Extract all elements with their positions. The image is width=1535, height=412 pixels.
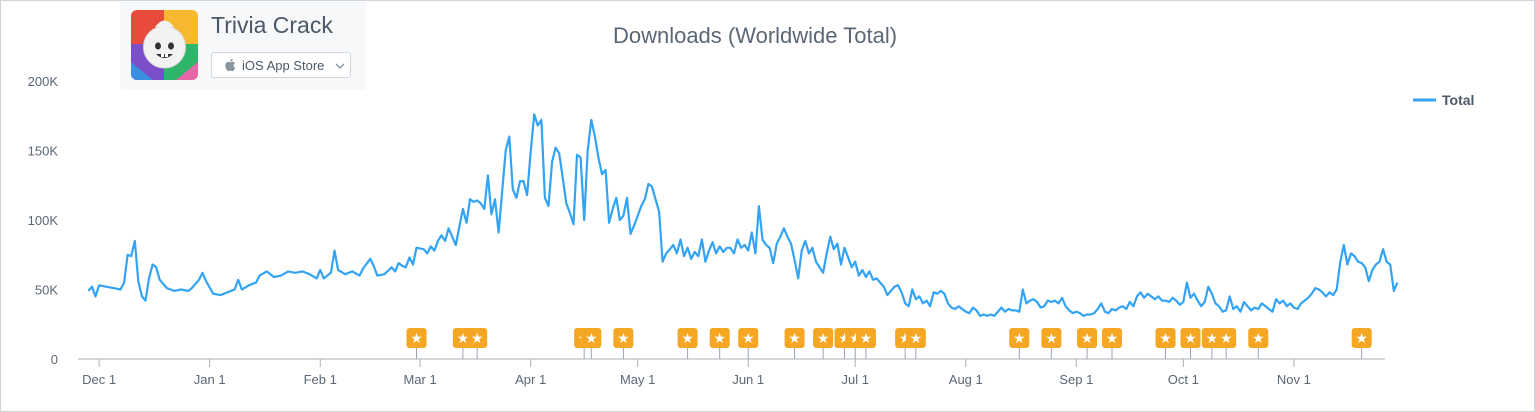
app-title: Trivia Crack [211,12,333,38]
event-marker[interactable]: ★ [467,328,488,359]
event-marker[interactable]: ★ [613,328,634,359]
y-tick-label: 0 [51,352,58,367]
star-icon: ★ [617,331,630,347]
event-marker[interactable]: ★ [1041,328,1062,359]
event-marker[interactable]: ★ [581,328,602,359]
star-icon: ★ [713,331,726,347]
star-icon: ★ [1081,331,1094,347]
legend[interactable]: Total [1413,92,1474,108]
star-icon: ★ [1013,331,1026,347]
star-icon: ★ [681,331,694,347]
event-marker[interactable]: ★ [855,328,876,359]
star-icon: ★ [1206,331,1219,347]
star-icon: ★ [1184,331,1197,347]
star-icon: ★ [1355,331,1368,347]
x-tick-label: May 1 [620,372,655,387]
apple-icon [224,58,236,72]
legend-label-total[interactable]: Total [1442,92,1474,108]
event-marker[interactable]: ★ [1102,328,1123,359]
series-line-total[interactable] [87,113,1399,317]
event-marker[interactable]: ★ [406,328,427,359]
star-icon: ★ [910,331,923,347]
star-icon: ★ [457,331,470,347]
star-icon: ★ [1106,331,1119,347]
y-tick-label: 200K [28,74,59,89]
star-icon: ★ [1220,331,1233,347]
star-icon: ★ [788,331,801,347]
star-icon: ★ [471,331,484,347]
star-icon: ★ [860,331,873,347]
y-tick-label: 150K [28,144,59,159]
event-marker[interactable]: ★ [813,328,834,359]
x-tick-label: Jun 1 [732,372,764,387]
y-axis: 0 50K 100K 150K 200K [28,74,59,367]
event-marker[interactable]: ★ [784,328,805,359]
x-tick-label: Aug 1 [949,372,983,387]
x-tick-label: Jul 1 [841,372,868,387]
store-selector-label: iOS App Store [242,57,325,73]
chart-title: Downloads (Worldwide Total) [613,23,897,48]
event-marker[interactable]: ★ [677,328,698,359]
star-icon: ★ [742,331,755,347]
x-tick-label: Sep 1 [1059,372,1093,387]
star-icon: ★ [817,331,830,347]
star-icon: ★ [585,331,598,347]
event-marker[interactable]: ★ [1009,328,1030,359]
app-card: Trivia Crack iOS App Store [120,2,366,90]
event-marker[interactable]: ★ [905,328,926,359]
event-marker[interactable]: ★ [1077,328,1098,359]
event-marker[interactable]: ★ [1248,328,1269,359]
event-marker[interactable]: ★ [1180,328,1201,359]
star-icon: ★ [410,331,423,347]
star-icon: ★ [1159,331,1172,347]
x-tick-label: Dec 1 [82,372,116,387]
x-tick-label: Oct 1 [1168,372,1199,387]
star-icon: ★ [1045,331,1058,347]
event-marker[interactable]: ★ [1216,328,1237,359]
x-tick-label: Jan 1 [194,372,226,387]
store-selector[interactable]: iOS App Store [211,52,351,78]
trivia-crack-app-icon [131,10,198,80]
event-marker[interactable]: ★ [709,328,730,359]
star-icon: ★ [1252,331,1265,347]
x-tick-label: Nov 1 [1277,372,1311,387]
x-tick-label: Mar 1 [403,372,436,387]
y-tick-label: 100K [28,213,59,228]
event-marker[interactable]: ★ [1351,328,1372,359]
event-marker[interactable]: ★ [738,328,759,359]
event-markers: ★★★★★★★★★★★★★★★★★★★★★★★★★★ [406,328,1372,359]
y-tick-label: 50K [35,283,58,298]
event-marker[interactable]: ★ [1155,328,1176,359]
x-axis: Dec 1 Jan 1 Feb 1 Mar 1 Apr 1 May 1 Jun 1 Jul 1… [82,359,1311,387]
chevron-down-icon [334,59,346,71]
x-tick-label: Feb 1 [304,372,337,387]
x-tick-label: Apr 1 [515,372,546,387]
